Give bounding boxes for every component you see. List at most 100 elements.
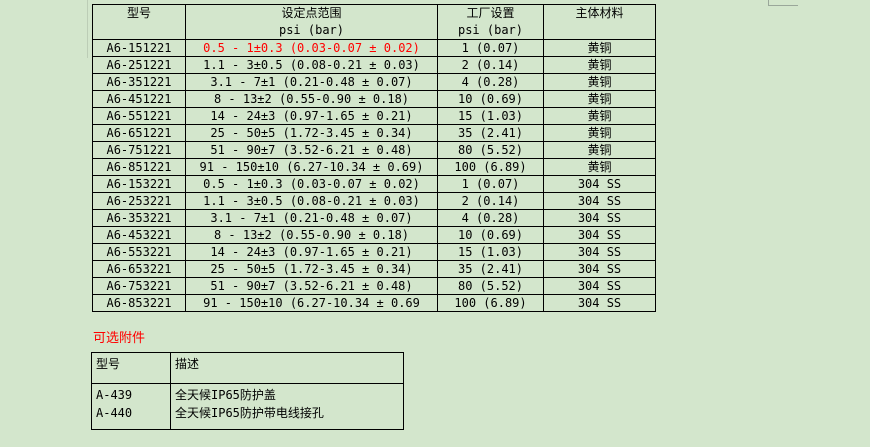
spec-header-material: 主体材料	[543, 4, 656, 40]
spec-row: A6-451221 8 - 13±2 (0.55-0.90 ± 0.18) 10 (…	[92, 90, 656, 108]
spec-cell-material: 304 SS	[543, 226, 656, 244]
spec-row: A6-253221 1.1 - 3±0.5 (0.08-0.21 ± 0.03) 2…	[92, 192, 656, 210]
spec-cell-material: 黄铜	[543, 56, 656, 74]
accessories-data-row: A-439 A-440 全天候IP65防护盖 全天候IP65防护带电线接孔	[91, 383, 404, 430]
spec-cell-model: A6-551221	[92, 107, 186, 125]
spec-cell-model: A6-753221	[92, 277, 186, 295]
spec-header-factory: 工厂设置 psi (bar)	[437, 4, 544, 40]
spec-cell-model: A6-853221	[92, 294, 186, 312]
spec-row: A6-551221 14 - 24±3 (0.97-1.65 ± 0.21) 15 …	[92, 107, 656, 125]
spec-cell-material: 304 SS	[543, 243, 656, 261]
spec-cell-material: 304 SS	[543, 277, 656, 295]
spec-cell-material: 黄铜	[543, 158, 656, 176]
spec-cell-model: A6-153221	[92, 175, 186, 193]
spec-cell-range: 8 - 13±2 (0.55-0.90 ± 0.18)	[185, 90, 438, 108]
spec-cell-material: 黄铜	[543, 73, 656, 91]
spec-row: A6-753221 51 - 90±7 (3.52-6.21 ± 0.48) 80 …	[92, 277, 656, 295]
spec-cell-material: 304 SS	[543, 192, 656, 210]
spec-row: A6-553221 14 - 24±3 (0.97-1.65 ± 0.21) 15 …	[92, 243, 656, 261]
spec-cell-factory: 10 (0.69)	[437, 90, 544, 108]
spec-cell-material: 黄铜	[543, 141, 656, 159]
spec-header-factory-line1: 工厂设置	[466, 6, 515, 20]
spec-cell-model: A6-151221	[92, 39, 186, 57]
spec-header-range: 设定点范围 psi (bar)	[185, 4, 438, 40]
spec-cell-range: 8 - 13±2 (0.55-0.90 ± 0.18)	[185, 226, 438, 244]
spec-cell-factory: 80 (5.52)	[437, 277, 544, 295]
spec-cell-factory: 35 (2.41)	[437, 260, 544, 278]
accessories-description-cell: 全天候IP65防护盖 全天候IP65防护带电线接孔	[170, 383, 404, 430]
spec-cell-material: 304 SS	[543, 209, 656, 227]
accessories-header-model-label: 型号	[96, 357, 121, 371]
spec-row: A6-153221 0.5 - 1±0.3 (0.03-0.07 ± 0.02) 1…	[92, 175, 656, 193]
spec-cell-material: 黄铜	[543, 39, 656, 57]
spec-cell-material: 黄铜	[543, 90, 656, 108]
spec-cell-model: A6-653221	[92, 260, 186, 278]
spec-cell-factory: 1 (0.07)	[437, 175, 544, 193]
accessories-header-row: 型号 描述	[91, 352, 404, 384]
spec-cell-factory: 1 (0.07)	[437, 39, 544, 57]
spec-cell-model: A6-851221	[92, 158, 186, 176]
spec-row: A6-453221 8 - 13±2 (0.55-0.90 ± 0.18) 10 (…	[92, 226, 656, 244]
spec-row: A6-151221 0.5 - 1±0.3 (0.03-0.07 ± 0.02) 1…	[92, 39, 656, 57]
spec-row: A6-853221 91 - 150±10 (6.27-10.34 ± 0.69 1…	[92, 294, 656, 312]
cropped-cell-artifact-horizontal	[768, 5, 798, 6]
spec-cell-factory: 2 (0.14)	[437, 56, 544, 74]
cropped-cell-artifact-vertical	[768, 0, 769, 6]
accessory-description: 全天候IP65防护盖	[175, 388, 276, 402]
spec-row: A6-851221 91 - 150±10 (6.27-10.34 ± 0.69)…	[92, 158, 656, 176]
accessories-header-description: 描述	[170, 352, 404, 384]
spec-cell-range: 25 - 50±5 (1.72-3.45 ± 0.34)	[185, 124, 438, 142]
spec-cell-range: 3.1 - 7±1 (0.21-0.48 ± 0.07)	[185, 209, 438, 227]
spec-cell-range: 0.5 - 1±0.3 (0.03-0.07 ± 0.02)	[185, 39, 438, 57]
spec-cell-range: 91 - 150±10 (6.27-10.34 ± 0.69)	[185, 158, 438, 176]
spec-cell-factory: 100 (6.89)	[437, 294, 544, 312]
spec-cell-range: 25 - 50±5 (1.72-3.45 ± 0.34)	[185, 260, 438, 278]
spec-cell-model: A6-651221	[92, 124, 186, 142]
spec-cell-model: A6-751221	[92, 141, 186, 159]
accessories-table: 型号 描述 A-439 A-440 全天候IP65防护盖 全天候IP65防护带电线接…	[91, 352, 404, 430]
accessory-model: A-439	[96, 388, 133, 402]
spec-header-range-line1: 设定点范围	[281, 6, 342, 20]
spec-cell-model: A6-353221	[92, 209, 186, 227]
spec-cell-factory: 35 (2.41)	[437, 124, 544, 142]
spec-row: A6-251221 1.1 - 3±0.5 (0.08-0.21 ± 0.03) 2…	[92, 56, 656, 74]
spec-cell-material: 304 SS	[543, 175, 656, 193]
accessories-title: 可选附件	[93, 331, 146, 346]
spec-cell-factory: 2 (0.14)	[437, 192, 544, 210]
spec-cell-range: 1.1 - 3±0.5 (0.08-0.21 ± 0.03)	[185, 56, 438, 74]
spec-row: A6-751221 51 - 90±7 (3.52-6.21 ± 0.48) 80 …	[92, 141, 656, 159]
spec-header-row: 型号 设定点范围 psi (bar) 工厂设置 psi (bar) 主体材料	[92, 4, 656, 40]
spec-cell-factory: 100 (6.89)	[437, 158, 544, 176]
accessories-model-cell: A-439 A-440	[91, 383, 171, 430]
spec-cell-factory: 15 (1.03)	[437, 243, 544, 261]
spec-cell-range: 51 - 90±7 (3.52-6.21 ± 0.48)	[185, 141, 438, 159]
spec-cell-material: 黄铜	[543, 124, 656, 142]
spec-cell-factory: 10 (0.69)	[437, 226, 544, 244]
spec-cell-range: 91 - 150±10 (6.27-10.34 ± 0.69	[185, 294, 438, 312]
spec-cell-range: 0.5 - 1±0.3 (0.03-0.07 ± 0.02)	[185, 175, 438, 193]
spec-cell-range: 1.1 - 3±0.5 (0.08-0.21 ± 0.03)	[185, 192, 438, 210]
spec-cell-factory: 80 (5.52)	[437, 141, 544, 159]
spec-cell-model: A6-351221	[92, 73, 186, 91]
spec-cell-factory: 4 (0.28)	[437, 73, 544, 91]
spec-row: A6-351221 3.1 - 7±1 (0.21-0.48 ± 0.07) 4 (…	[92, 73, 656, 91]
spec-header-range-line2: psi (bar)	[278, 23, 345, 37]
spec-header-factory-line2: psi (bar)	[457, 23, 524, 37]
spec-cell-material: 304 SS	[543, 260, 656, 278]
spec-cell-range: 14 - 24±3 (0.97-1.65 ± 0.21)	[185, 107, 438, 125]
accessories-header-model: 型号	[91, 352, 171, 384]
spec-table-body: A6-151221 0.5 - 1±0.3 (0.03-0.07 ± 0.02) 1…	[92, 39, 656, 312]
spec-table: 型号 设定点范围 psi (bar) 工厂设置 psi (bar) 主体材料 A…	[92, 4, 656, 312]
accessory-model: A-440	[96, 406, 133, 420]
spec-cell-model: A6-451221	[92, 90, 186, 108]
spec-cell-range: 3.1 - 7±1 (0.21-0.48 ± 0.07)	[185, 73, 438, 91]
spec-row: A6-653221 25 - 50±5 (1.72-3.45 ± 0.34) 35 …	[92, 260, 656, 278]
spec-cell-material: 黄铜	[543, 107, 656, 125]
spec-cell-range: 51 - 90±7 (3.52-6.21 ± 0.48)	[185, 277, 438, 295]
spec-row: A6-651221 25 - 50±5 (1.72-3.45 ± 0.34) 35 …	[92, 124, 656, 142]
spec-cell-model: A6-553221	[92, 243, 186, 261]
spec-header-model: 型号	[92, 4, 186, 40]
spec-cell-factory: 15 (1.03)	[437, 107, 544, 125]
spec-cell-range: 14 - 24±3 (0.97-1.65 ± 0.21)	[185, 243, 438, 261]
